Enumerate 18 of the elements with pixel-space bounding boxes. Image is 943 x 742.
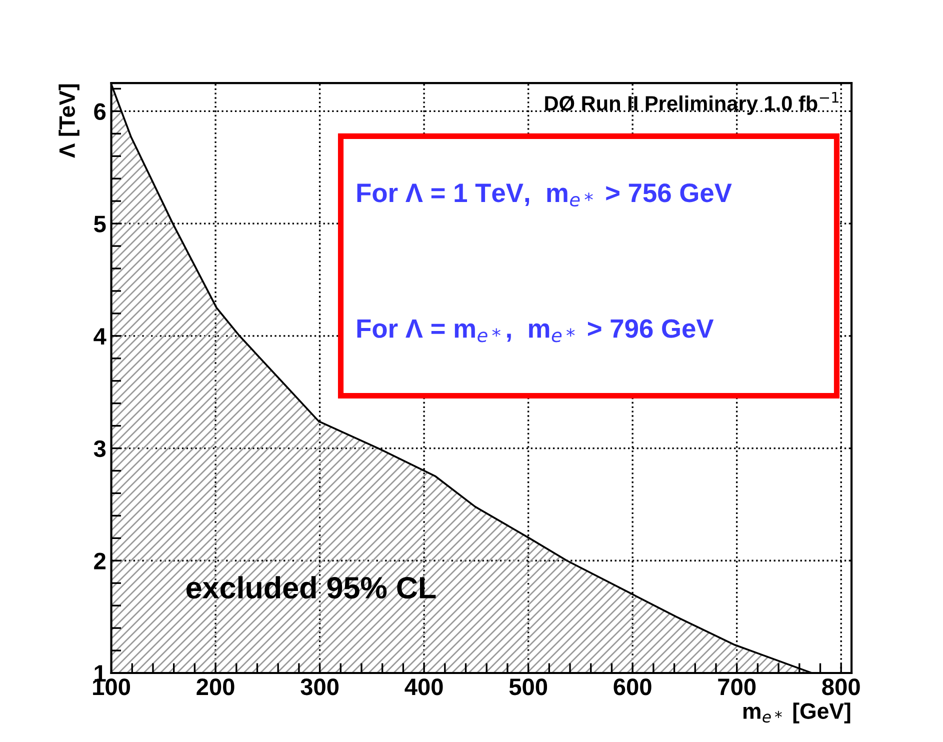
x-tick-label: 600 bbox=[614, 678, 652, 696]
annotation: DØ Run II Preliminary 1.0 fb$^{−1}$ bbox=[545, 92, 838, 115]
y-tick-label: 3 bbox=[94, 440, 106, 458]
x-tick-label: 800 bbox=[822, 678, 860, 696]
y-tick-label: 4 bbox=[94, 328, 106, 344]
y-tick-label: 6 bbox=[94, 103, 106, 120]
x-tick-label: 700 bbox=[718, 678, 756, 696]
annotation: For Λ = m$_{e*}$, m$_{e*}$ > 796 GeV bbox=[357, 319, 714, 342]
x-tick-label: 400 bbox=[404, 678, 443, 696]
y-tick-label: 2 bbox=[94, 552, 106, 570]
x-tick-label: 500 bbox=[509, 678, 548, 696]
x-tick-label: 300 bbox=[300, 678, 339, 696]
y-axis-title: Λ [TeV] bbox=[58, 84, 80, 158]
x-tick-label: 200 bbox=[196, 678, 234, 696]
x-axis-title: m$_{e*}$ [GeV] bbox=[743, 702, 850, 724]
y-tick-label: 5 bbox=[94, 216, 106, 232]
annotation: For Λ = 1 TeV, m$_{e*}$ > 756 GeV bbox=[357, 184, 732, 207]
annotation: excluded 95% CL bbox=[186, 576, 436, 599]
